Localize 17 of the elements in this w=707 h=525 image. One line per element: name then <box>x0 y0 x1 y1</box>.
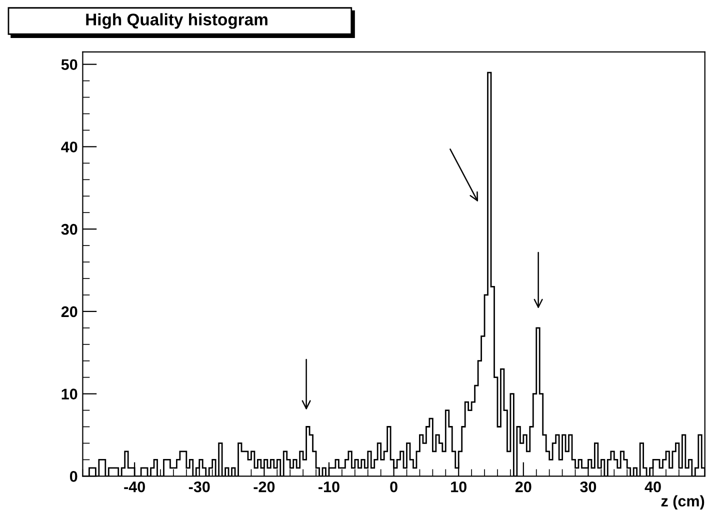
x-tick-label: 20 <box>515 481 532 492</box>
y-tick-label: 30 <box>61 224 78 235</box>
y-tick-label: 50 <box>61 59 78 70</box>
y-tick-label: 10 <box>62 388 78 400</box>
x-tick-label: -10 <box>318 481 340 492</box>
x-tick-label: 40 <box>644 481 661 492</box>
x-tick-label: -30 <box>188 481 210 492</box>
y-tick-label: 20 <box>61 306 78 318</box>
y-tick-label: 0 <box>70 471 78 482</box>
y-tick-label: 40 <box>61 142 78 152</box>
x-axis-title: z (cm) <box>661 495 704 510</box>
x-tick-label: 30 <box>580 481 596 492</box>
chart-title: High Quality histogram <box>86 13 268 29</box>
x-tick-label: 0 <box>390 481 398 492</box>
x-tick-label: -40 <box>124 481 145 492</box>
x-tick-label: -20 <box>254 481 275 492</box>
x-tick-label: 10 <box>451 481 466 492</box>
